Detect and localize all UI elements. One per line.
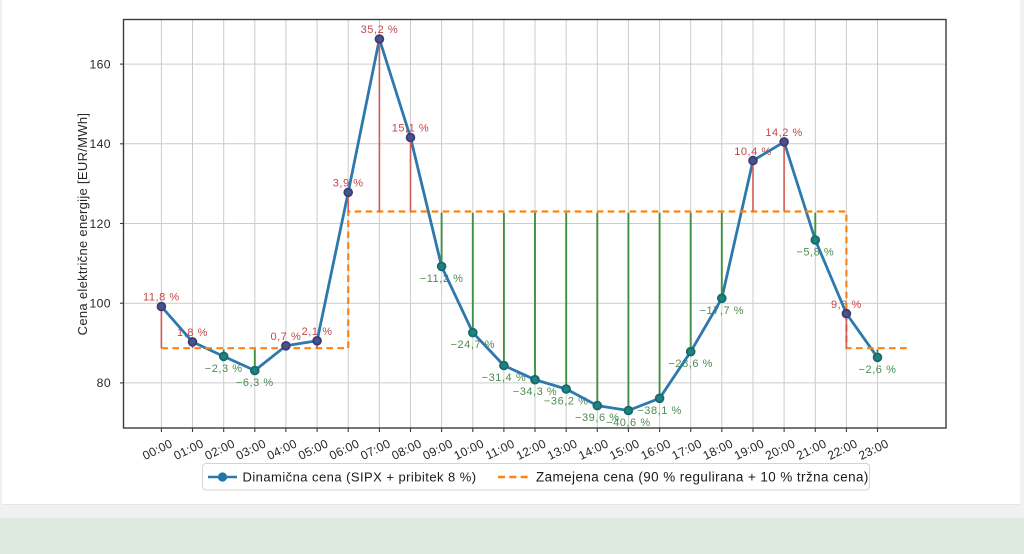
svg-text:16:00: 16:00 xyxy=(639,436,673,462)
svg-text:Dinamična cena (SIPX + pribite: Dinamična cena (SIPX + pribitek 8 %) xyxy=(243,470,477,485)
svg-text:11:00: 11:00 xyxy=(483,437,517,463)
svg-text:23:00: 23:00 xyxy=(856,436,890,462)
svg-text:10:00: 10:00 xyxy=(452,436,486,462)
svg-text:20:00: 20:00 xyxy=(763,436,797,462)
svg-text:−17,7 %: −17,7 % xyxy=(700,305,745,317)
svg-text:−40,6 %: −40,6 % xyxy=(606,417,651,429)
svg-text:14,2 %: 14,2 % xyxy=(765,127,803,139)
svg-text:−2,6 %: −2,6 % xyxy=(859,364,897,376)
svg-text:Cena električne energije [EUR/: Cena električne energije [EUR/MWh] xyxy=(75,113,90,336)
svg-text:−36,2 %: −36,2 % xyxy=(544,396,589,408)
svg-text:15,1 %: 15,1 % xyxy=(392,123,430,135)
svg-text:−34,3 %: −34,3 % xyxy=(513,386,558,398)
svg-text:−28,6 %: −28,6 % xyxy=(668,358,713,370)
svg-text:140: 140 xyxy=(89,137,111,151)
svg-text:−39,6 %: −39,6 % xyxy=(575,412,620,424)
svg-text:01:00: 01:00 xyxy=(171,436,205,462)
svg-text:Zamejena cena (90 % regulirana: Zamejena cena (90 % regulirana + 10 % tr… xyxy=(536,470,869,485)
svg-text:07:00: 07:00 xyxy=(358,436,392,462)
svg-text:06:00: 06:00 xyxy=(327,436,361,462)
svg-text:160: 160 xyxy=(89,57,111,71)
svg-text:00:00: 00:00 xyxy=(140,436,174,462)
svg-text:2,1 %: 2,1 % xyxy=(302,326,333,338)
svg-text:17:00: 17:00 xyxy=(670,436,704,462)
svg-text:12:00: 12:00 xyxy=(514,436,548,462)
svg-text:15:00: 15:00 xyxy=(607,436,641,462)
svg-text:09:00: 09:00 xyxy=(421,436,455,462)
svg-text:18:00: 18:00 xyxy=(701,436,735,462)
svg-text:−6,3 %: −6,3 % xyxy=(236,377,274,389)
svg-text:19:00: 19:00 xyxy=(732,436,766,462)
svg-text:05:00: 05:00 xyxy=(296,436,330,462)
svg-text:0,7 %: 0,7 % xyxy=(270,331,301,343)
svg-text:−2,3 %: −2,3 % xyxy=(205,363,243,375)
svg-text:11,8 %: 11,8 % xyxy=(143,292,180,304)
svg-text:−38,1 %: −38,1 % xyxy=(637,405,682,417)
svg-text:08:00: 08:00 xyxy=(389,436,423,462)
svg-text:21:00: 21:00 xyxy=(794,436,828,462)
svg-text:35,2 %: 35,2 % xyxy=(361,24,399,36)
svg-text:−11,2 %: −11,2 % xyxy=(420,273,464,285)
svg-text:22:00: 22:00 xyxy=(825,436,859,462)
svg-text:03:00: 03:00 xyxy=(234,436,268,462)
svg-text:80: 80 xyxy=(97,376,111,390)
svg-text:120: 120 xyxy=(89,217,111,231)
svg-text:13:00: 13:00 xyxy=(545,436,579,462)
svg-text:14:00: 14:00 xyxy=(576,436,610,462)
svg-text:−31,4 %: −31,4 % xyxy=(482,372,527,384)
svg-text:04:00: 04:00 xyxy=(265,436,299,462)
svg-text:1,8 %: 1,8 % xyxy=(177,327,208,339)
svg-text:02:00: 02:00 xyxy=(203,436,237,462)
svg-text:−5,8 %: −5,8 % xyxy=(796,247,834,259)
svg-text:100: 100 xyxy=(89,297,111,311)
svg-text:3,9 %: 3,9 % xyxy=(333,178,364,190)
